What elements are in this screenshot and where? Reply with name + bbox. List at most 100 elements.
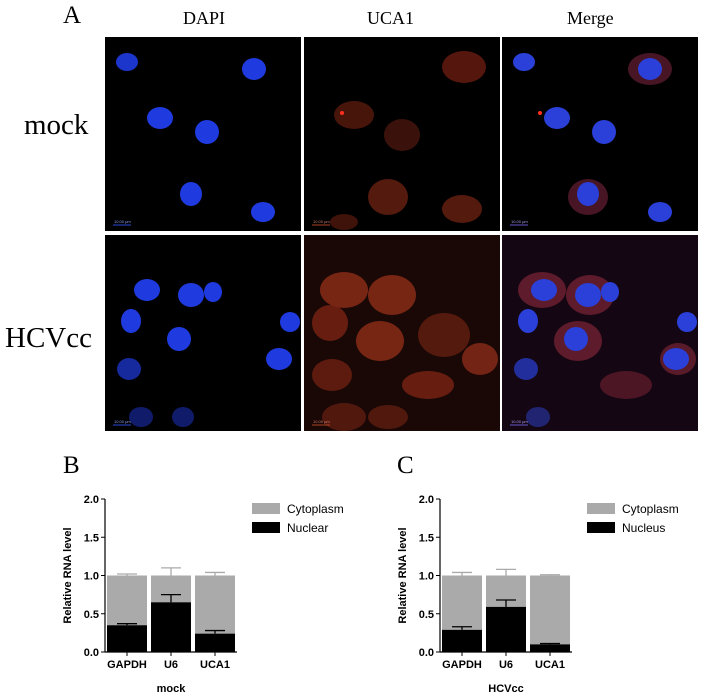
scale-bar-label: 10.00 μm	[313, 419, 330, 424]
nucleus	[147, 107, 173, 129]
nucleus	[116, 53, 138, 71]
micrograph-hcvcc-merge-image: 10.00 μm	[502, 235, 698, 431]
nucleus	[204, 282, 222, 302]
y-tick-label: 2.0	[84, 494, 99, 506]
bar-nuclear	[486, 606, 526, 652]
x-tick-label: U6	[164, 659, 178, 671]
cell	[368, 179, 408, 215]
bar-cytoplasm	[442, 575, 482, 630]
bar-cytoplasm	[195, 575, 235, 634]
panel-c-letter: C	[397, 452, 414, 479]
nucleus	[266, 348, 292, 370]
legend-label-cytoplasm: Cytoplasm	[287, 502, 344, 516]
micrograph-hcvcc-merge: 10.00 μm	[502, 235, 698, 431]
legend-label-nuclear: Nucleus	[622, 521, 665, 535]
panel-b-letter: B	[63, 452, 80, 479]
nucleus	[531, 279, 557, 301]
row-label-hcvcc: HCVcc	[5, 322, 92, 354]
cell	[368, 275, 416, 315]
cell	[418, 313, 470, 357]
cell	[330, 214, 358, 230]
nucleus	[577, 182, 599, 206]
panel-a-letter: A	[63, 2, 82, 29]
cell	[320, 272, 368, 308]
cell	[356, 321, 404, 361]
nucleus	[526, 407, 550, 427]
scale-bar-label: 10.00 μm	[511, 219, 528, 224]
chart-b: 0.0 0.5 1.0 1.5 2.0 Relative RNA level GAPDH U6…	[62, 494, 344, 695]
cell	[402, 371, 454, 399]
nucleus	[514, 358, 538, 380]
cell	[442, 51, 486, 83]
x-tick-label: U6	[499, 659, 513, 671]
nucleus	[172, 407, 194, 427]
y-tick-label: 0.0	[84, 647, 99, 659]
scale-bar-label: 10.00 μm	[114, 419, 131, 424]
nucleus	[648, 202, 672, 222]
nucleus	[251, 202, 275, 222]
nucleus	[242, 58, 266, 80]
x-tick-label: UCA1	[535, 659, 565, 671]
y-tick-label: 0.0	[419, 647, 434, 659]
y-tick-label: 1.5	[419, 532, 434, 544]
rna-spot	[340, 111, 344, 115]
micrograph-hcvcc-uca1-image: 10.00 μm	[304, 235, 500, 431]
nucleus	[601, 282, 619, 302]
nucleus	[564, 327, 588, 351]
nucleus	[575, 283, 601, 307]
nucleus	[677, 312, 697, 332]
column-title-dapi: DAPI	[183, 8, 226, 28]
y-tick-label: 2.0	[419, 494, 434, 506]
cell	[600, 371, 652, 399]
legend-swatch-nuclear	[252, 522, 280, 533]
x-tick-label: UCA1	[200, 659, 230, 671]
bar-cytoplasm	[530, 575, 570, 645]
nucleus	[592, 120, 616, 144]
row-label-mock: mock	[24, 109, 89, 141]
bar-nuclear	[107, 625, 147, 652]
micrograph-mock-uca1: 10.00 μm	[304, 37, 500, 231]
nucleus	[167, 327, 191, 351]
y-tick-label: 0.5	[84, 609, 99, 621]
nucleus	[117, 358, 141, 380]
nucleus	[178, 283, 204, 307]
nucleus	[638, 58, 662, 80]
cell	[312, 359, 352, 391]
column-title-merge: Merge	[567, 8, 614, 28]
nucleus	[195, 120, 219, 144]
rna-spot	[538, 111, 542, 115]
nucleus	[513, 53, 535, 71]
cell	[334, 101, 374, 129]
micrograph-mock-dapi: 10.00 μm	[105, 37, 301, 231]
micrograph-hcvcc-uca1: 10.00 μm	[304, 235, 500, 431]
bar-cytoplasm	[107, 575, 147, 626]
micrograph-mock-merge-image: 10.00 μm	[510, 53, 672, 226]
cell	[368, 405, 408, 429]
nucleus	[663, 348, 689, 370]
y-tick-label: 1.0	[84, 571, 99, 583]
column-title-uca1: UCA1	[367, 8, 415, 28]
y-tick-label: 0.5	[419, 609, 434, 621]
bar-nuclear	[195, 633, 235, 652]
nucleus	[518, 309, 538, 333]
scale-bar-label: 10.00 μm	[114, 219, 131, 224]
legend-swatch-cytoplasm	[587, 503, 615, 514]
x-tick-label: GAPDH	[442, 659, 482, 671]
micrograph-mock-dapi-image: 10.00 μm	[113, 53, 275, 226]
nucleus	[121, 309, 141, 333]
nucleus	[280, 312, 300, 332]
y-tick-label: 1.0	[419, 571, 434, 583]
scale-bar-label: 10.00 μm	[511, 419, 528, 424]
cell	[442, 195, 482, 223]
nucleus	[134, 279, 160, 301]
legend-label-cytoplasm: Cytoplasm	[622, 502, 679, 516]
bar-nuclear	[530, 644, 570, 652]
scale-bar-label: 10.00 μm	[313, 219, 330, 224]
background	[502, 235, 698, 431]
x-axis-label: HCVcc	[488, 683, 523, 695]
micrograph-mock-merge: 10.00 μm	[502, 37, 698, 231]
nucleus	[544, 107, 570, 129]
y-tick-label: 1.5	[84, 532, 99, 544]
bar-nuclear	[151, 602, 191, 652]
cell	[384, 119, 420, 151]
